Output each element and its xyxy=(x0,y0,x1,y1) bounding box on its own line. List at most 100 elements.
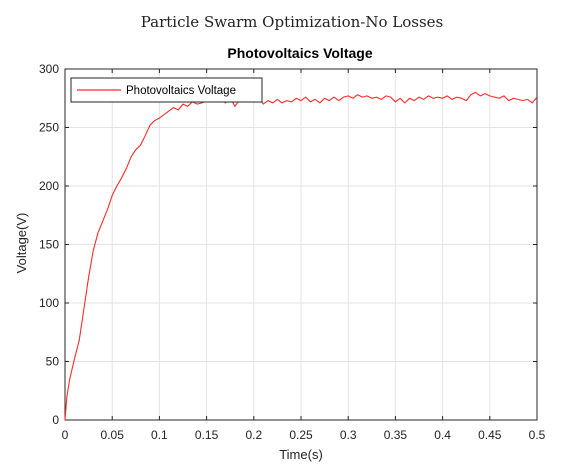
data-point xyxy=(116,185,117,186)
data-point xyxy=(508,100,509,101)
data-point xyxy=(277,99,278,100)
data-point xyxy=(362,97,363,98)
data-point xyxy=(159,118,160,119)
data-point xyxy=(97,232,98,233)
data-point xyxy=(187,106,188,107)
data-point xyxy=(428,95,429,96)
x-tick-label: 0.1 xyxy=(151,428,168,442)
data-point xyxy=(352,98,353,99)
data-point xyxy=(376,97,377,98)
data-point xyxy=(442,98,443,99)
data-point xyxy=(140,145,141,146)
data-point xyxy=(466,100,467,101)
data-point xyxy=(390,97,391,98)
data-point xyxy=(485,93,486,94)
y-tick-label: 200 xyxy=(39,179,59,193)
data-point xyxy=(112,195,113,196)
chart-title: Photovoltaics Voltage xyxy=(227,45,372,61)
data-point xyxy=(310,101,311,102)
data-point xyxy=(135,149,136,150)
data-point xyxy=(121,177,122,178)
x-tick-label: 0.35 xyxy=(384,428,408,442)
data-point xyxy=(182,104,183,105)
legend-label: Photovoltaics Voltage xyxy=(126,85,236,97)
data-point xyxy=(423,99,424,100)
data-point xyxy=(371,98,372,99)
data-point xyxy=(164,114,165,115)
y-tick-label: 250 xyxy=(39,121,59,135)
data-point xyxy=(74,359,75,360)
data-point xyxy=(367,95,368,96)
data-point xyxy=(296,98,297,99)
data-point xyxy=(267,100,268,101)
data-point xyxy=(527,99,528,100)
data-point xyxy=(272,102,273,103)
data-point xyxy=(522,100,523,101)
data-point xyxy=(291,101,292,102)
y-axis-label: Voltage(V) xyxy=(14,213,29,274)
data-point xyxy=(536,97,537,98)
data-point xyxy=(197,104,198,105)
data-point xyxy=(131,156,132,157)
data-point xyxy=(489,95,490,96)
data-point xyxy=(409,98,410,99)
data-point xyxy=(381,99,382,100)
data-point xyxy=(447,95,448,96)
data-point xyxy=(414,100,415,101)
data-point xyxy=(461,98,462,99)
data-point xyxy=(348,95,349,96)
data-point xyxy=(83,308,84,309)
data-point xyxy=(234,106,235,107)
y-tick-label: 300 xyxy=(39,62,59,76)
data-point xyxy=(518,99,519,100)
data-point xyxy=(305,97,306,98)
data-point xyxy=(69,379,70,380)
y-tick-label: 0 xyxy=(52,413,59,427)
data-point xyxy=(503,95,504,96)
data-point xyxy=(88,277,89,278)
data-point xyxy=(324,98,325,99)
data-point xyxy=(154,120,155,121)
data-point xyxy=(433,98,434,99)
data-point xyxy=(513,98,514,99)
data-point xyxy=(385,95,386,96)
data-point xyxy=(470,94,471,95)
axis-ticks: 0 0.05 0.1 0.15 0.2 0.25 0.3 0.35 0.4 0.45 0.5 0 50 1… xyxy=(39,62,546,442)
data-point xyxy=(480,95,481,96)
x-tick-label: 0.2 xyxy=(245,428,262,442)
data-point xyxy=(319,102,320,103)
x-tick-label: 0.15 xyxy=(195,428,219,442)
x-tick-label: 0.45 xyxy=(478,428,502,442)
data-point xyxy=(532,102,533,103)
x-tick-label: 0.5 xyxy=(529,428,546,442)
data-point xyxy=(126,168,127,169)
series-line-1 xyxy=(64,91,538,421)
y-tick-label: 100 xyxy=(39,296,59,310)
data-point xyxy=(168,111,169,112)
data-point xyxy=(456,97,457,98)
data-point xyxy=(357,94,358,95)
y-tick-label: 150 xyxy=(39,238,59,252)
data-point xyxy=(107,209,108,210)
data-point xyxy=(263,104,264,105)
x-axis-label: Time(s) xyxy=(279,447,323,462)
data-point xyxy=(102,221,103,222)
x-tick-label: 0.4 xyxy=(434,428,451,442)
data-point xyxy=(178,109,179,110)
data-point xyxy=(451,99,452,100)
data-point xyxy=(79,340,80,341)
data-point xyxy=(404,102,405,103)
x-tick-label: 0.25 xyxy=(289,428,313,442)
data-point xyxy=(395,101,396,102)
data-point xyxy=(145,135,146,136)
figure-title: Particle Swarm Optimization-No Losses xyxy=(141,13,443,31)
data-point xyxy=(499,98,500,99)
data-point xyxy=(300,100,301,101)
data-point xyxy=(494,97,495,98)
data-point xyxy=(418,97,419,98)
data-point xyxy=(66,396,67,397)
data-point xyxy=(286,100,287,101)
y-tick-label: 50 xyxy=(46,355,60,369)
data-point xyxy=(333,97,334,98)
